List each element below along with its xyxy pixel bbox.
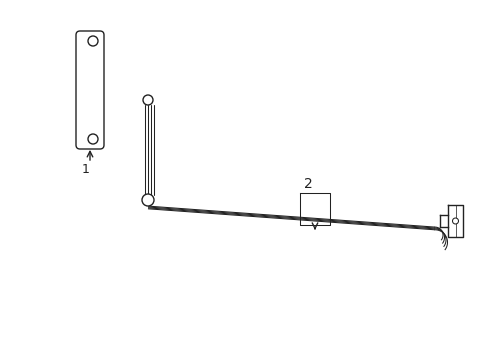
- FancyBboxPatch shape: [76, 31, 104, 149]
- Circle shape: [451, 218, 458, 224]
- Circle shape: [88, 36, 98, 46]
- Circle shape: [88, 134, 98, 144]
- Circle shape: [142, 194, 154, 206]
- Text: 1: 1: [82, 163, 90, 176]
- Circle shape: [142, 95, 153, 105]
- Text: 2: 2: [303, 177, 312, 191]
